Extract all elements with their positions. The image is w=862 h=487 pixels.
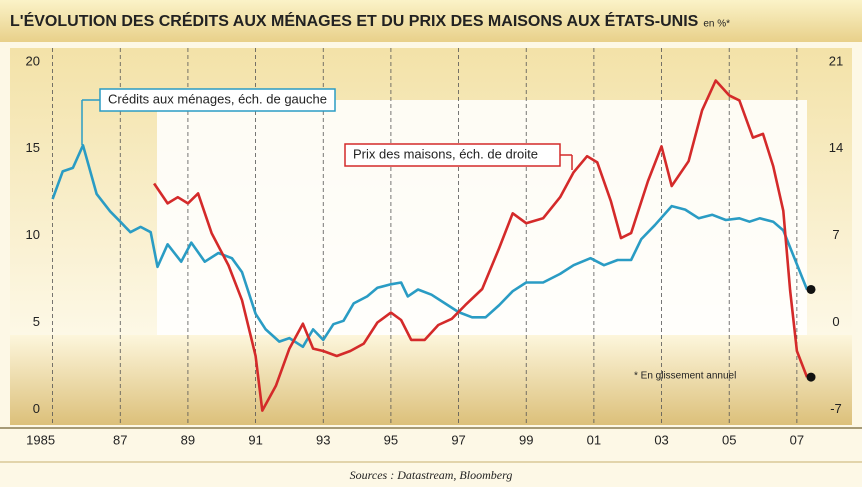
source: Sources : Datastream, Bloomberg	[350, 468, 513, 482]
x-tick-label: 95	[384, 432, 398, 447]
plot-lower	[10, 335, 852, 425]
y-tick-label: 10	[26, 227, 40, 242]
x-tick-label: 91	[248, 432, 262, 447]
x-tick-label: 03	[654, 432, 668, 447]
legend-label: Prix des maisons, éch. de droite	[353, 146, 538, 161]
y2-tick-label: 14	[829, 140, 843, 155]
y2-tick-label: 7	[832, 227, 839, 242]
x-tick-label: 87	[113, 432, 127, 447]
chart-title: L'ÉVOLUTION DES CRÉDITS AUX MÉNAGES ET D…	[10, 11, 699, 30]
x-tick-label: 07	[790, 432, 804, 447]
x-tick-label: 05	[722, 432, 736, 447]
end-dot	[806, 372, 816, 382]
legend-box	[99, 88, 336, 112]
end-dot	[806, 284, 816, 294]
legend-label: Crédits aux ménages, éch. de gauche	[108, 91, 327, 106]
series-line	[153, 79, 809, 412]
title-bar	[0, 0, 862, 42]
x-tick-label: 89	[181, 432, 195, 447]
lines	[51, 79, 816, 412]
y-tick-label: 5	[33, 314, 40, 329]
x-tick-label: 97	[451, 432, 465, 447]
y-tick-label: 0	[33, 401, 40, 416]
y2-tick-label: 21	[829, 53, 843, 68]
grid: 1985 87 89 91 93 95 97 99 01 03 05 0705101520-70714…	[26, 48, 843, 447]
x-tick-label: 01	[587, 432, 601, 447]
annotation: * En glissement annuel	[634, 371, 736, 382]
y-tick-label: 15	[26, 140, 40, 155]
y-tick-label: 20	[26, 53, 40, 68]
y2-tick-label: -7	[830, 401, 842, 416]
x-tick-label: 1985	[26, 432, 55, 447]
series-line	[51, 144, 809, 349]
x-tick-label: 93	[316, 432, 330, 447]
highlight-area	[157, 100, 807, 335]
y2-tick-label: 0	[832, 314, 839, 329]
legend-box	[344, 143, 561, 167]
chart-subtitle: en %*	[703, 19, 730, 30]
x-tick-label: 99	[519, 432, 533, 447]
